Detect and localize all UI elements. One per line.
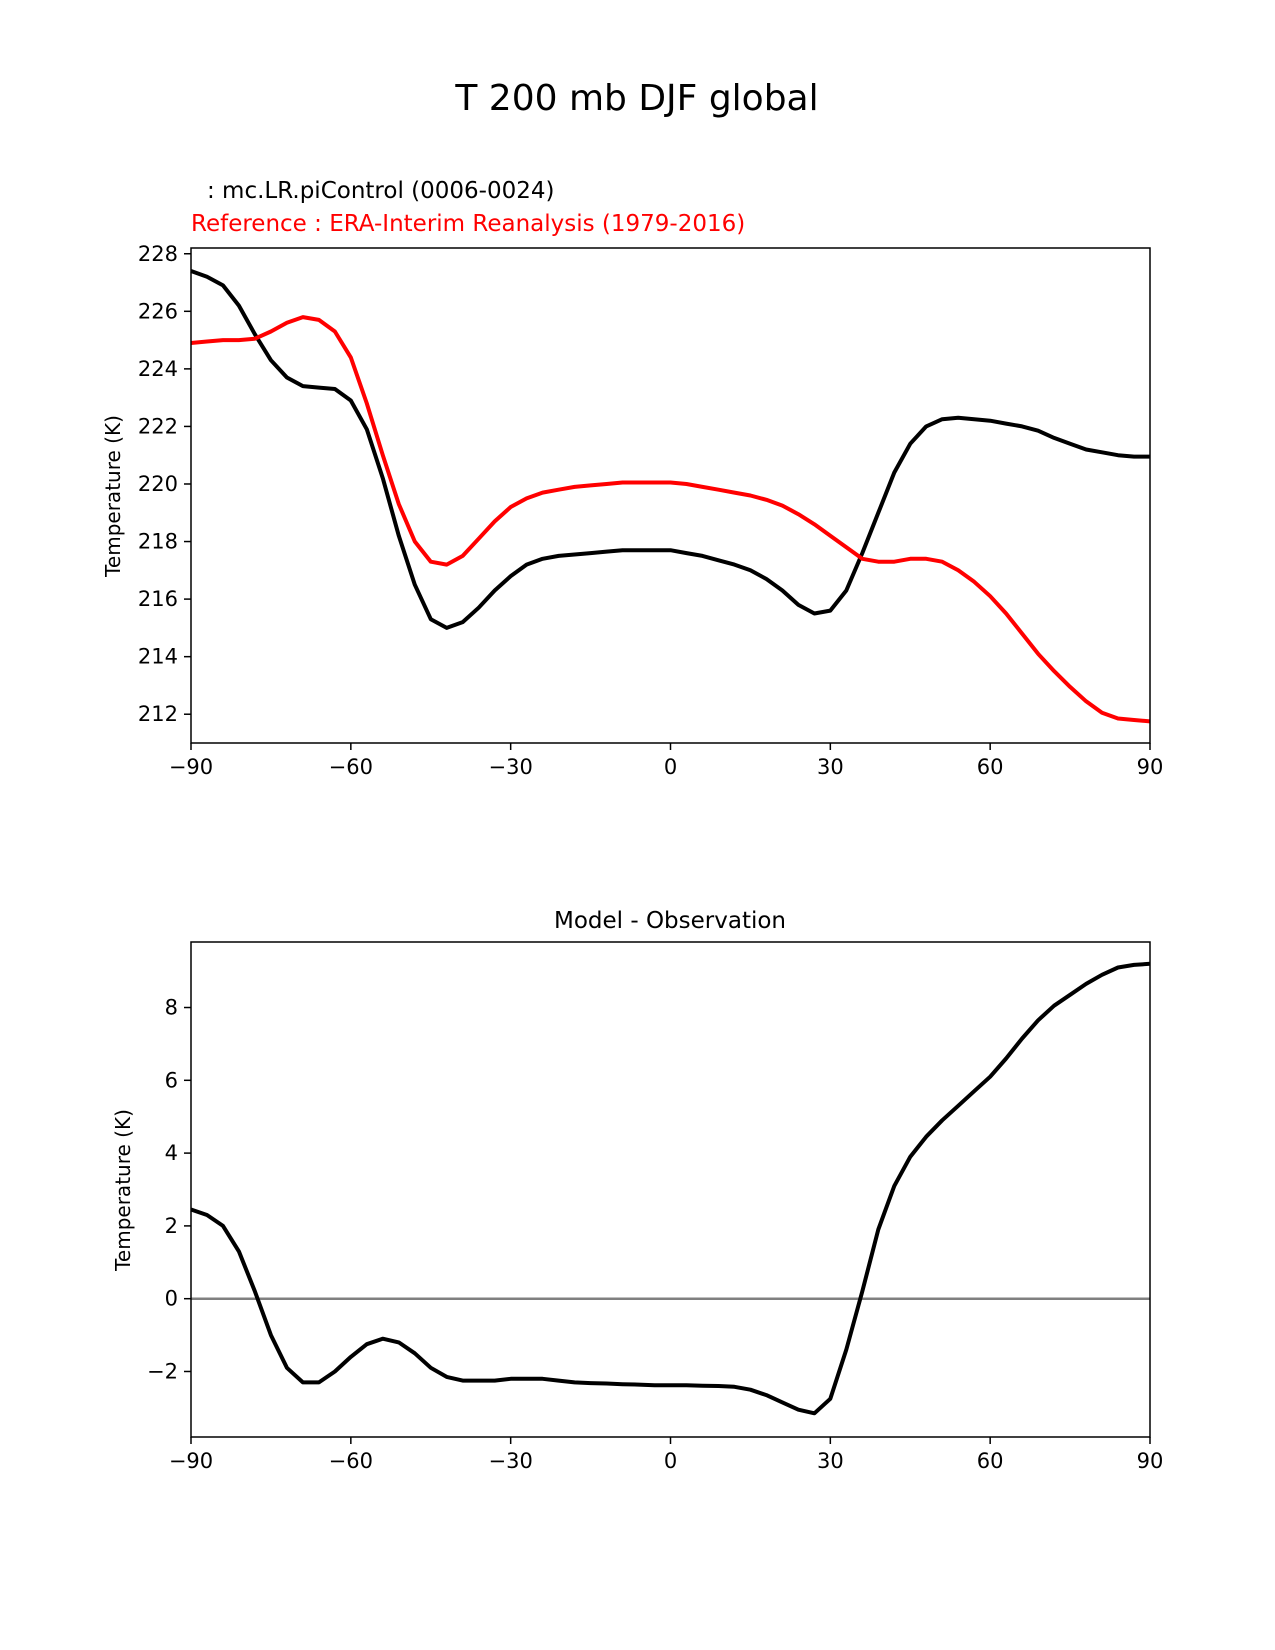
top-xtick-label: 0 <box>664 755 677 779</box>
bottom-panel: Model - Observation Temperature (K) −90−… <box>111 908 1163 1473</box>
bottom-xtick-label: 90 <box>1137 1449 1164 1473</box>
top-axis-ticks: −90 −60 −30 0 30 60 90 212 214 216 218 220 222 224 226… <box>138 242 1163 779</box>
bottom-ytick-label: 4 <box>165 1141 178 1165</box>
top-series-line-1 <box>190 315 1151 724</box>
top-ytick-label: 220 <box>138 472 178 496</box>
top-xtick-label: −60 <box>329 755 373 779</box>
bottom-xtick-label: −60 <box>329 1449 373 1473</box>
top-plot-lines <box>190 269 1151 724</box>
bottom-xtick-label: −30 <box>489 1449 533 1473</box>
bottom-series-line-0 <box>190 961 1151 1416</box>
top-ytick-label: 222 <box>138 414 178 438</box>
model-label: : mc.LR.piControl (0006-0024) <box>207 178 554 204</box>
figure-title: T 200 mb DJF global <box>454 78 818 119</box>
top-series-line-0 <box>190 269 1150 630</box>
top-ytick-label: 212 <box>138 702 178 726</box>
top-xtick-label: −90 <box>169 755 213 779</box>
top-ylabel: Temperature (K) <box>101 415 125 578</box>
top-ytick-label: 226 <box>138 299 178 323</box>
top-xtick-label: 30 <box>817 755 844 779</box>
top-ytick-label: 224 <box>138 357 178 381</box>
bottom-xtick-label: 30 <box>817 1449 844 1473</box>
bottom-ytick-label: 8 <box>165 996 178 1020</box>
top-xtick-label: 90 <box>1137 755 1164 779</box>
bottom-title: Model - Observation <box>554 908 786 934</box>
bottom-ytick-label: 6 <box>165 1068 178 1092</box>
top-ytick-label: 214 <box>138 645 178 669</box>
bottom-ytick-label: −2 <box>147 1359 178 1383</box>
top-xtick-label: 60 <box>977 755 1004 779</box>
bottom-ytick-label: 0 <box>165 1287 178 1311</box>
bottom-xtick-label: 0 <box>664 1449 677 1473</box>
bottom-xtick-label: 60 <box>977 1449 1004 1473</box>
bottom-ytick-label: 2 <box>165 1214 178 1238</box>
bottom-axes-frame <box>190 941 1151 1438</box>
bottom-xtick-label: −90 <box>169 1449 213 1473</box>
top-axes-frame <box>190 247 1151 744</box>
top-ytick-label: 216 <box>138 587 178 611</box>
top-xtick-label: −30 <box>489 755 533 779</box>
bottom-ylabel: Temperature (K) <box>111 1109 135 1272</box>
bottom-plot-lines <box>190 961 1151 1416</box>
top-ytick-label: 228 <box>138 242 178 266</box>
bottom-axis-ticks: −90 −60 −30 0 30 60 90 −2 0 2 4 6 8 <box>147 996 1163 1473</box>
reference-label: Reference : ERA-Interim Reanalysis (1979… <box>191 211 745 237</box>
top-ytick-label: 218 <box>138 530 178 554</box>
top-panel: : mc.LR.piControl (0006-0024) Reference … <box>101 178 1163 779</box>
